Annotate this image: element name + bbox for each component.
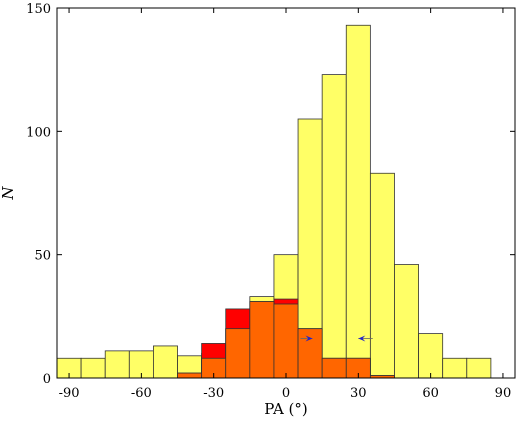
x-tick-label: -90 xyxy=(59,386,80,401)
x-axis-label: PA (°) xyxy=(264,400,308,418)
orange-bar xyxy=(321,357,347,379)
yellow-bar xyxy=(418,333,444,379)
arrow-right-icon xyxy=(305,335,313,342)
y-tick-label: 100 xyxy=(26,125,51,140)
yellow-bar xyxy=(442,357,468,379)
x-tick-label: -30 xyxy=(203,386,224,401)
orange-bar xyxy=(297,328,323,379)
yellow-bar xyxy=(466,357,492,379)
orange-bar xyxy=(177,372,203,379)
yellow-bar xyxy=(153,345,178,379)
arrow-annotations xyxy=(300,335,373,342)
x-tick-label: 90 xyxy=(495,386,512,401)
orange-bar xyxy=(225,328,251,379)
x-tick-label: 30 xyxy=(350,386,367,401)
y-tick-label: 150 xyxy=(26,2,51,17)
y-axis-label: N xyxy=(0,186,17,201)
orange-bars xyxy=(177,301,395,379)
axis-ticks: -90 -60 -30 0 30 60 90 0 50 100 150 xyxy=(26,2,515,401)
x-tick-label: 0 xyxy=(282,386,290,401)
yellow-bar xyxy=(80,357,106,379)
yellow-bar xyxy=(369,172,395,379)
yellow-bar xyxy=(104,350,130,379)
x-tick-label: 60 xyxy=(422,386,439,401)
yellow-bar xyxy=(394,264,419,379)
yellow-bar xyxy=(321,74,347,379)
orange-bar xyxy=(249,301,275,379)
orange-bar xyxy=(273,303,299,379)
yellow-bar xyxy=(345,24,371,379)
y-tick-label: 0 xyxy=(43,372,51,387)
arrow-left-icon xyxy=(358,335,366,342)
x-tick-label: -60 xyxy=(131,386,152,401)
y-tick-label: 50 xyxy=(34,249,51,264)
